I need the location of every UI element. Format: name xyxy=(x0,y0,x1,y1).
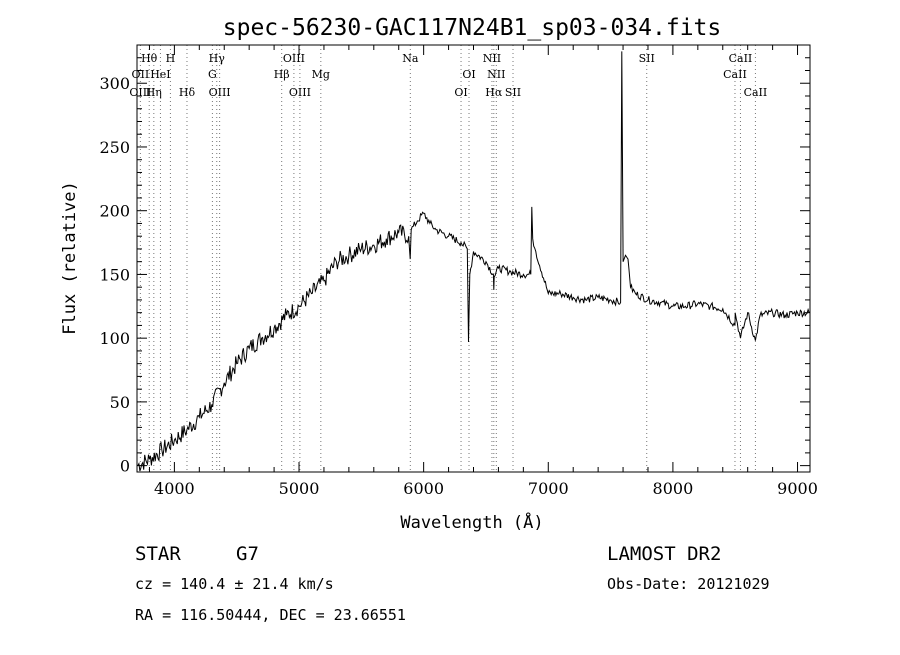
line-id-label: H xyxy=(166,52,176,65)
line-id-label: Hη xyxy=(146,86,162,99)
obs-date: Obs-Date: 20121029 xyxy=(607,575,770,593)
line-id-label: SII xyxy=(639,52,655,65)
line-id-label: OIII xyxy=(283,52,305,65)
line-id-label: OI xyxy=(454,86,467,99)
line-id-label: Hθ xyxy=(141,52,158,65)
y-axis: 0 50 100 150 200 250 300 xyxy=(99,57,810,476)
line-id-label: Hβ xyxy=(274,68,290,81)
y-tick-label: 0 xyxy=(120,457,130,476)
x-axis: 4000 5000 6000 7000 8000 9000 xyxy=(148,45,818,498)
line-id-label: CaII xyxy=(723,68,747,81)
spectrum-series-line xyxy=(136,51,811,472)
chart-title: spec-56230-GAC117N24B1_sp03-034.fits xyxy=(223,15,722,41)
y-tick-label: 200 xyxy=(99,202,130,221)
line-id-label: CaII xyxy=(729,52,753,65)
x-tick-label: 6000 xyxy=(403,479,444,498)
redshift-readout: cz = 140.4 ± 21.4 km/s xyxy=(135,575,334,593)
line-id-label: Hδ xyxy=(179,86,196,99)
line-id-label: OIII xyxy=(129,86,151,99)
y-tick-label: 100 xyxy=(99,329,130,348)
line-id-label: SII xyxy=(505,86,521,99)
line-id-label: Hγ xyxy=(209,52,226,65)
line-id-label: NII xyxy=(487,68,505,81)
line-id-label: OI xyxy=(462,68,475,81)
line-id-label: OIII xyxy=(289,86,311,99)
line-id-label: NII xyxy=(483,52,501,65)
y-axis-title: Flux (relative) xyxy=(60,181,80,335)
line-id-label: CaII xyxy=(744,86,768,99)
x-tick-label: 5000 xyxy=(279,479,320,498)
line-id-label: Mg xyxy=(312,68,330,81)
object-class: STAR xyxy=(135,543,181,565)
line-id-label: OII xyxy=(132,68,150,81)
x-tick-label: 4000 xyxy=(154,479,195,498)
plot-frame xyxy=(136,44,811,473)
line-id-label: HeI xyxy=(150,68,170,81)
survey-name: LAMOST DR2 xyxy=(607,543,721,565)
x-tick-label: 7000 xyxy=(528,479,569,498)
object-subclass: G7 xyxy=(236,543,259,565)
coordinates-readout: RA = 116.50444, DEC = 23.66551 xyxy=(135,606,406,624)
line-id-label: G xyxy=(208,68,217,81)
footer: STAR G7 LAMOST DR2 cz = 140.4 ± 21.4 km/… xyxy=(135,543,770,624)
x-tick-label: 8000 xyxy=(653,479,694,498)
line-id-label: Na xyxy=(402,52,419,65)
y-tick-label: 250 xyxy=(99,138,130,157)
line-id-label: Hα xyxy=(485,86,503,99)
line-id-label: OIII xyxy=(209,86,231,99)
x-axis-title: Wavelength (Å) xyxy=(400,511,543,533)
x-tick-label: 9000 xyxy=(777,479,818,498)
y-tick-label: 150 xyxy=(99,265,130,284)
y-tick-label: 300 xyxy=(99,74,130,93)
spectral-line-markers xyxy=(139,45,756,472)
y-tick-label: 50 xyxy=(110,393,130,412)
